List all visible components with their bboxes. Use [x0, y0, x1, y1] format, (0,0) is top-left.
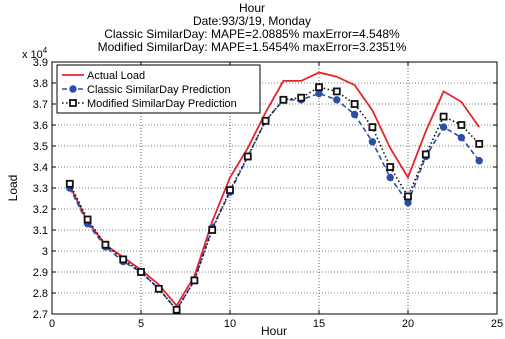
data-point-modified-similarday-prediction — [386, 163, 395, 171]
data-point-modified-similarday-prediction — [261, 116, 270, 125]
title-line-4: Modified SimilarDay: MAPE=1.5454% maxErr… — [98, 40, 407, 54]
data-point-modified-similarday-prediction — [83, 215, 92, 224]
legend-item-actual-load: Actual Load — [62, 70, 145, 82]
data-point-classic-similarday-prediction — [404, 199, 412, 207]
title-line-2: Date:93/3/19, Monday — [193, 14, 311, 28]
data-point-modified-similarday-prediction — [243, 152, 252, 161]
series-actual-load — [68, 71, 480, 308]
y-tick-label: 3.7 — [33, 99, 48, 111]
chart-title: Hour Date:93/3/19, Monday Classic Simila… — [98, 1, 407, 54]
y-tick-label: 3.1 — [33, 225, 48, 237]
data-point-modified-similarday-prediction — [101, 240, 110, 249]
series-modified-similarday-prediction — [65, 83, 484, 314]
data-point-classic-similarday-prediction — [368, 138, 377, 146]
y-exponent-label: x 104 — [22, 46, 48, 61]
data-point-modified-similarday-prediction — [65, 179, 74, 188]
data-point-modified-similarday-prediction — [279, 95, 288, 104]
y-tick-label: 2.7 — [33, 309, 48, 321]
y-tick-label: 3.3 — [33, 183, 48, 195]
y-axis-label: Load — [6, 175, 20, 202]
data-point-modified-similarday-prediction — [404, 192, 412, 201]
data-point-modified-similarday-prediction — [137, 268, 145, 276]
x-tick-label: 0 — [49, 318, 55, 330]
legend-box — [56, 64, 261, 114]
data-point-classic-similarday-prediction — [333, 96, 341, 104]
legend-label: Actual Load — [87, 70, 145, 82]
legend-item-classic-similarday-prediction: Classic SimilarDay Prediction — [62, 84, 231, 96]
data-point-modified-similarday-prediction — [332, 87, 341, 96]
data-point-modified-similarday-prediction — [154, 284, 163, 293]
x-tick-label: 15 — [313, 318, 325, 330]
y-tick-label: 2.8 — [33, 288, 48, 300]
legend-marker — [69, 99, 77, 107]
data-point-modified-similarday-prediction — [119, 255, 128, 264]
y-tick-label: 3.4 — [33, 162, 48, 174]
axis-ticks: 0 5 10 15 20 25 2.7 2.8 2.9 3 3.1 3.2 3.3 3.4 3.5 3.6 3.… — [33, 57, 503, 330]
y-tick-label: 3.8 — [33, 78, 48, 90]
legend-marker — [69, 85, 77, 93]
data-point-modified-similarday-prediction — [315, 83, 323, 92]
legend-label: Classic SimilarDay Prediction — [87, 84, 231, 96]
x-tick-label: 25 — [491, 318, 503, 330]
data-point-modified-similarday-prediction — [368, 123, 377, 131]
x-tick-label: 20 — [402, 318, 414, 330]
y-tick-label: 2.9 — [33, 267, 48, 279]
data-point-classic-similarday-prediction — [439, 123, 448, 131]
data-point-classic-similarday-prediction — [350, 110, 359, 119]
data-point-modified-similarday-prediction — [350, 100, 359, 108]
x-tick-label: 5 — [138, 318, 144, 330]
y-tick-label: 3.6 — [33, 120, 48, 132]
data-point-modified-similarday-prediction — [297, 93, 306, 102]
title-line-1: Hour — [239, 1, 265, 15]
legend-label: Modified SimilarDay Prediction — [87, 98, 237, 110]
x-axis-label: Hour — [261, 324, 287, 338]
data-point-modified-similarday-prediction — [172, 305, 181, 314]
y-exponent-power: 4 — [43, 46, 48, 55]
data-point-modified-similarday-prediction — [190, 276, 199, 285]
data-point-modified-similarday-prediction — [439, 112, 448, 121]
legend-item-modified-similarday-prediction: Modified SimilarDay Prediction — [62, 98, 237, 110]
data-point-modified-similarday-prediction — [226, 186, 234, 195]
data-point-classic-similarday-prediction — [315, 89, 323, 98]
data-point-classic-similarday-prediction — [475, 157, 483, 165]
data-point-classic-similarday-prediction — [386, 173, 394, 182]
data-point-modified-similarday-prediction — [421, 150, 430, 159]
data-point-modified-similarday-prediction — [208, 226, 217, 234]
series-line-actual-load — [68, 71, 480, 308]
y-tick-label: 3 — [42, 246, 48, 258]
y-tick-label: 3.2 — [33, 204, 48, 216]
series-layer — [65, 71, 484, 314]
y-tick-label: 3.5 — [33, 141, 48, 153]
x-tick-label: 10 — [224, 318, 236, 330]
data-point-modified-similarday-prediction — [457, 121, 466, 129]
data-point-modified-similarday-prediction — [475, 139, 484, 148]
legend: Actual Load Classic SimilarDay Prediction… — [56, 64, 261, 114]
data-point-classic-similarday-prediction — [457, 133, 466, 142]
y-tick-label: 3.9 — [33, 57, 48, 69]
title-line-3: Classic SimilarDay: MAPE=2.0885% maxErro… — [104, 27, 400, 41]
